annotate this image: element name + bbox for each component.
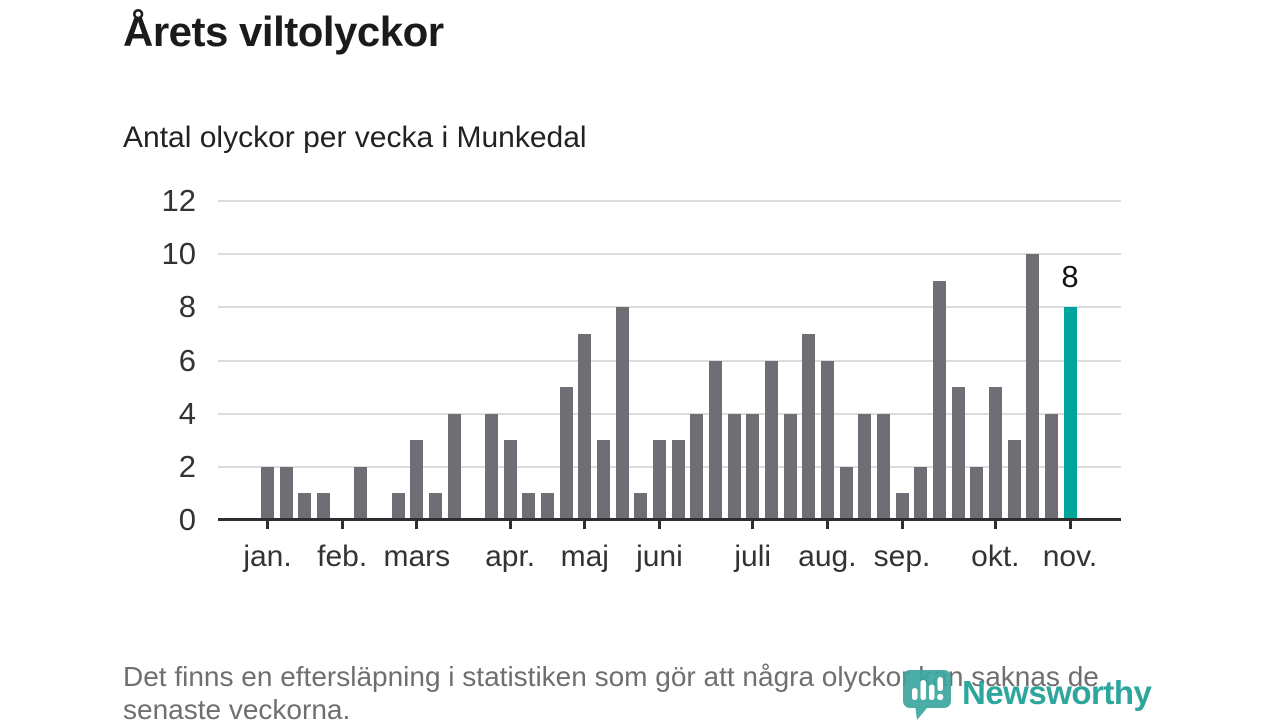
x-axis-tick-jan bbox=[266, 521, 269, 529]
x-axis-label-aug: aug. bbox=[798, 540, 857, 573]
bar-week-22 bbox=[652, 440, 666, 520]
x-axis-label-juni: juni bbox=[636, 540, 683, 573]
x-axis-tick-nov bbox=[1068, 521, 1072, 529]
x-axis-label-juli: juli bbox=[734, 540, 772, 573]
chart-subtitle: Antal olyckor per vecka i Munkedal bbox=[123, 121, 587, 154]
bar-week-32 bbox=[839, 466, 853, 520]
bar-week-34 bbox=[876, 413, 890, 520]
newsworthy-logo-icon bbox=[903, 670, 951, 720]
bar-week-16 bbox=[540, 493, 554, 520]
bar-week-44-highlighted bbox=[1063, 307, 1077, 520]
x-axis-label-maj: maj bbox=[560, 540, 609, 573]
bar-week-24 bbox=[690, 413, 704, 520]
bar-week-18 bbox=[578, 333, 592, 520]
bar-week-13 bbox=[484, 413, 498, 520]
bar-week-17 bbox=[559, 387, 573, 520]
y-axis-label-10: 10 bbox=[161, 236, 196, 272]
bar-week-3 bbox=[298, 493, 312, 520]
gridline-y-6 bbox=[218, 359, 1121, 362]
gridline-y-4 bbox=[218, 412, 1121, 415]
x-axis-tick-juli bbox=[751, 521, 755, 529]
newsworthy-logo: Newsworthy bbox=[901, 666, 1152, 720]
newsworthy-logo-text: Newsworthy bbox=[962, 674, 1152, 711]
y-axis-label-12: 12 bbox=[161, 183, 196, 218]
x-axis-label-jan: jan. bbox=[243, 540, 292, 573]
bar-week-10 bbox=[428, 493, 442, 520]
gridline-y-10 bbox=[218, 253, 1121, 256]
bar-week-29 bbox=[783, 413, 797, 520]
bar-week-40 bbox=[988, 387, 1002, 520]
bar-week-14 bbox=[503, 440, 517, 520]
weekly-accidents-bar-chart: 0 2 4 6 8 10 12 jan. feb. mars apr. maj juni juli aug.… bbox=[161, 183, 1121, 573]
x-axis-label-apr: apr. bbox=[485, 540, 536, 573]
bar-week-41 bbox=[1007, 440, 1021, 520]
bar-week-4 bbox=[316, 493, 330, 520]
bar-week-25 bbox=[708, 360, 722, 520]
highlight-value-label: 8 bbox=[1061, 259, 1079, 295]
bar-week-37 bbox=[932, 280, 946, 520]
x-axis-tick-juni bbox=[657, 521, 661, 529]
x-axis-label-okt: okt. bbox=[971, 540, 1020, 573]
gridline-y-8 bbox=[218, 306, 1121, 309]
x-axis-label-nov: nov. bbox=[1042, 540, 1098, 573]
bar-week-27 bbox=[746, 413, 760, 520]
x-axis-tick-okt bbox=[993, 521, 997, 529]
bar-week-1 bbox=[261, 466, 274, 520]
bar-week-42 bbox=[1026, 254, 1040, 520]
x-axis-tick-mars bbox=[415, 521, 419, 529]
y-axis-label-0: 0 bbox=[178, 502, 196, 537]
bar-week-33 bbox=[858, 413, 872, 520]
bar-week-8 bbox=[391, 493, 405, 520]
bar-week-38 bbox=[951, 387, 965, 520]
y-axis-label-4: 4 bbox=[178, 395, 196, 431]
bar-week-6 bbox=[354, 466, 368, 520]
x-axis-tick-apr bbox=[508, 521, 512, 529]
bar-week-11 bbox=[447, 413, 461, 520]
bar-week-31 bbox=[820, 360, 834, 520]
bar-week-35 bbox=[895, 493, 909, 520]
x-axis-label-sep: sep. bbox=[873, 540, 931, 573]
bar-week-26 bbox=[727, 413, 741, 520]
bar-week-36 bbox=[914, 466, 928, 520]
y-axis-label-8: 8 bbox=[178, 289, 196, 325]
bar-week-15 bbox=[522, 493, 536, 520]
y-axis-label-2: 2 bbox=[178, 448, 196, 484]
bar-week-30 bbox=[802, 333, 816, 520]
gridline-y-12 bbox=[218, 200, 1121, 202]
x-axis-tick-aug bbox=[825, 521, 829, 529]
bar-week-28 bbox=[764, 360, 778, 520]
x-axis-label-feb: feb. bbox=[317, 540, 368, 573]
bar-week-43 bbox=[1044, 413, 1058, 520]
x-axis-line bbox=[218, 518, 1121, 521]
bar-week-23 bbox=[671, 440, 685, 520]
bar-week-9 bbox=[410, 440, 424, 520]
x-axis-tick-feb bbox=[340, 521, 344, 529]
y-axis-label-6: 6 bbox=[178, 342, 196, 378]
bar-week-39 bbox=[970, 466, 984, 520]
bar-week-20 bbox=[615, 307, 629, 520]
bar-week-2 bbox=[279, 466, 293, 520]
x-axis-tick-sep bbox=[900, 521, 904, 529]
x-axis-tick-maj bbox=[583, 521, 587, 529]
x-axis-label-mars: mars bbox=[383, 540, 451, 573]
bar-week-21 bbox=[634, 493, 648, 520]
gridline-y-2 bbox=[218, 465, 1121, 468]
bar-week-19 bbox=[596, 440, 610, 520]
chart-title: Årets viltolyckor bbox=[123, 8, 444, 55]
